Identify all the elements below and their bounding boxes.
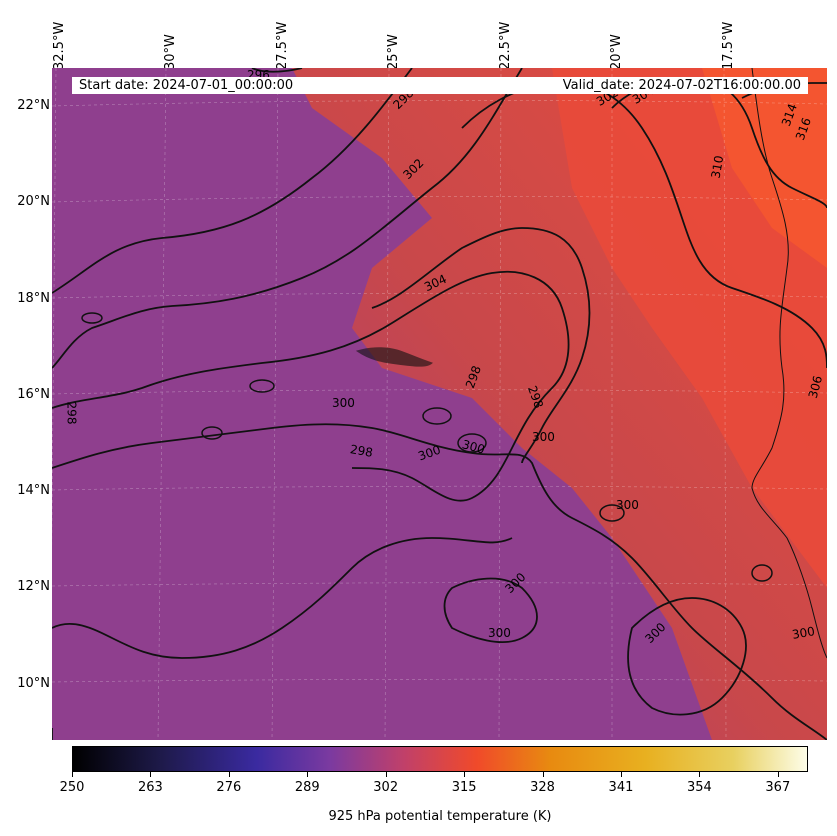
colorbar-tick-mark	[464, 772, 466, 777]
colorbar	[72, 746, 808, 772]
start-date: Start date: 2024-07-01_00:00:00	[79, 78, 294, 93]
coastline	[355, 68, 827, 659]
colorbar-tick-label: 341	[608, 780, 634, 795]
contour-label: 300	[532, 430, 555, 444]
contour-label: 300	[616, 498, 639, 512]
colorbar-tick-mark	[777, 772, 779, 777]
colorbar-tick-label: 250	[59, 780, 85, 795]
colorbar-tick-label: 302	[373, 780, 399, 795]
colorbar-tick-mark	[699, 772, 701, 777]
map-panel: 296 298 302 304 300 298 298 298 300 300 …	[52, 68, 827, 740]
lon-label-2: 27.5°W	[275, 21, 290, 70]
lat-label-12n: 12°N	[17, 579, 50, 594]
contour-300-se	[627, 597, 747, 716]
hottest-field	[702, 68, 827, 268]
contour-lines	[52, 68, 827, 740]
potential-temperature-map	[52, 68, 827, 740]
lon-label-6: 17.5°W	[721, 21, 736, 70]
colorbar-title: 925 hPa potential temperature (K)	[328, 809, 552, 824]
contour-302	[52, 68, 523, 369]
contour-label: 298	[64, 401, 79, 425]
colorbar-tick-label: 328	[530, 780, 555, 795]
lat-label-16n: 16°N	[17, 387, 50, 402]
colorbar-tick-label: 315	[451, 780, 477, 795]
contour-300-mid	[52, 270, 570, 502]
colorbar-tick-mark	[72, 772, 73, 777]
colorbar-tick-mark	[307, 772, 309, 777]
lat-label-18n: 18°N	[17, 291, 50, 306]
colorbar-tick-mark	[542, 772, 544, 777]
colorbar-tick-mark	[385, 772, 387, 777]
lat-label-14n: 14°N	[17, 483, 50, 498]
contour-300-cell	[443, 577, 538, 643]
graticule	[52, 68, 827, 740]
lon-label-0: 32.5°W	[52, 21, 67, 70]
colorbar-tick-label: 276	[216, 780, 242, 795]
colorbar-tick-mark	[150, 772, 152, 777]
contour-islands	[81, 312, 773, 582]
colorbar-tick-mark	[620, 772, 622, 777]
contour-298-north	[52, 68, 413, 294]
valid-date: Valid_date: 2024-07-02T16:00:00.00	[562, 78, 801, 93]
date-info-bar: Start date: 2024-07-01_00:00:00 Valid_da…	[72, 77, 808, 94]
contour-label: 300	[332, 396, 355, 410]
colorbar-tick-label: 289	[294, 780, 320, 795]
lon-label-1: 30°W	[163, 34, 178, 70]
colorbar-tick-label: 354	[686, 780, 712, 795]
colorbar-tick-label: 367	[765, 780, 791, 795]
lat-label-22n: 22°N	[17, 98, 50, 113]
contour-296	[251, 68, 303, 73]
lon-label-4: 22.5°W	[498, 21, 513, 70]
contour-300-lower	[52, 537, 513, 659]
lon-label-5: 20°W	[609, 34, 624, 70]
colorbar-tick-label: 263	[138, 780, 163, 795]
colorbar-tick-mark	[228, 772, 230, 777]
contour-label: 300	[488, 626, 511, 640]
lat-label-20n: 20°N	[17, 194, 50, 209]
contour-304	[371, 227, 591, 464]
contour-300-south	[52, 423, 827, 740]
lon-label-3: 25°W	[386, 34, 401, 70]
lat-label-10n: 10°N	[17, 676, 50, 691]
